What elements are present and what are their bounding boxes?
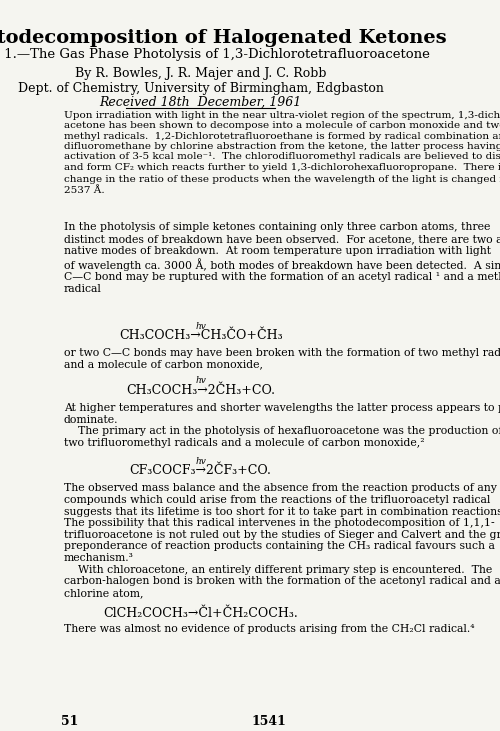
Text: CH₃COCH₃→2ČH₃+CO.: CH₃COCH₃→2ČH₃+CO. <box>126 384 275 397</box>
Text: or two C—C bonds may have been broken with the formation of two methyl radicals
: or two C—C bonds may have been broken wi… <box>64 348 500 369</box>
Text: Dept. of Chemistry, University of Birmingham, Edgbaston: Dept. of Chemistry, University of Birmin… <box>18 82 384 95</box>
Text: At higher temperatures and shorter wavelengths the latter process appears to pre: At higher temperatures and shorter wavel… <box>64 404 500 448</box>
Text: ClCH₂COCH₃→Čl+ČH₂COCH₃.: ClCH₂COCH₃→Čl+ČH₂COCH₃. <box>104 607 298 620</box>
Text: Upon irradiation with light in the near ultra-violet region of the spectrum, 1,3: Upon irradiation with light in the near … <box>64 111 500 194</box>
Text: In the photolysis of simple ketones containing only three carbon atoms, three
di: In the photolysis of simple ketones cont… <box>64 222 500 294</box>
Text: 1541: 1541 <box>252 715 286 727</box>
Text: By R. Bowles, J. R. Majer and J. C. Robb: By R. Bowles, J. R. Majer and J. C. Robb <box>75 67 326 80</box>
Text: hv: hv <box>195 322 206 330</box>
Text: The observed mass balance and the absence from the reaction products of any
comp: The observed mass balance and the absenc… <box>64 483 500 598</box>
Text: CH₃COCH₃→CH₃ČO+ČH₃: CH₃COCH₃→CH₃ČO+ČH₃ <box>119 329 282 342</box>
Text: CF₃COCF₃→2ČF₃+CO.: CF₃COCF₃→2ČF₃+CO. <box>130 463 272 477</box>
Text: Received 18th  December, 1961: Received 18th December, 1961 <box>100 96 302 108</box>
Text: hv: hv <box>195 457 206 466</box>
Text: Part 1.—The Gas Phase Photolysis of 1,3-Dichlorotetrafluoroacetone: Part 1.—The Gas Phase Photolysis of 1,3-… <box>0 48 430 61</box>
Text: Photodecomposition of Halogenated Ketones: Photodecomposition of Halogenated Ketone… <box>0 29 446 48</box>
Text: hv: hv <box>195 376 206 385</box>
Text: There was almost no evidence of products arising from the CH₂Cl radical.⁴: There was almost no evidence of products… <box>64 624 474 634</box>
Text: 51: 51 <box>61 715 78 727</box>
